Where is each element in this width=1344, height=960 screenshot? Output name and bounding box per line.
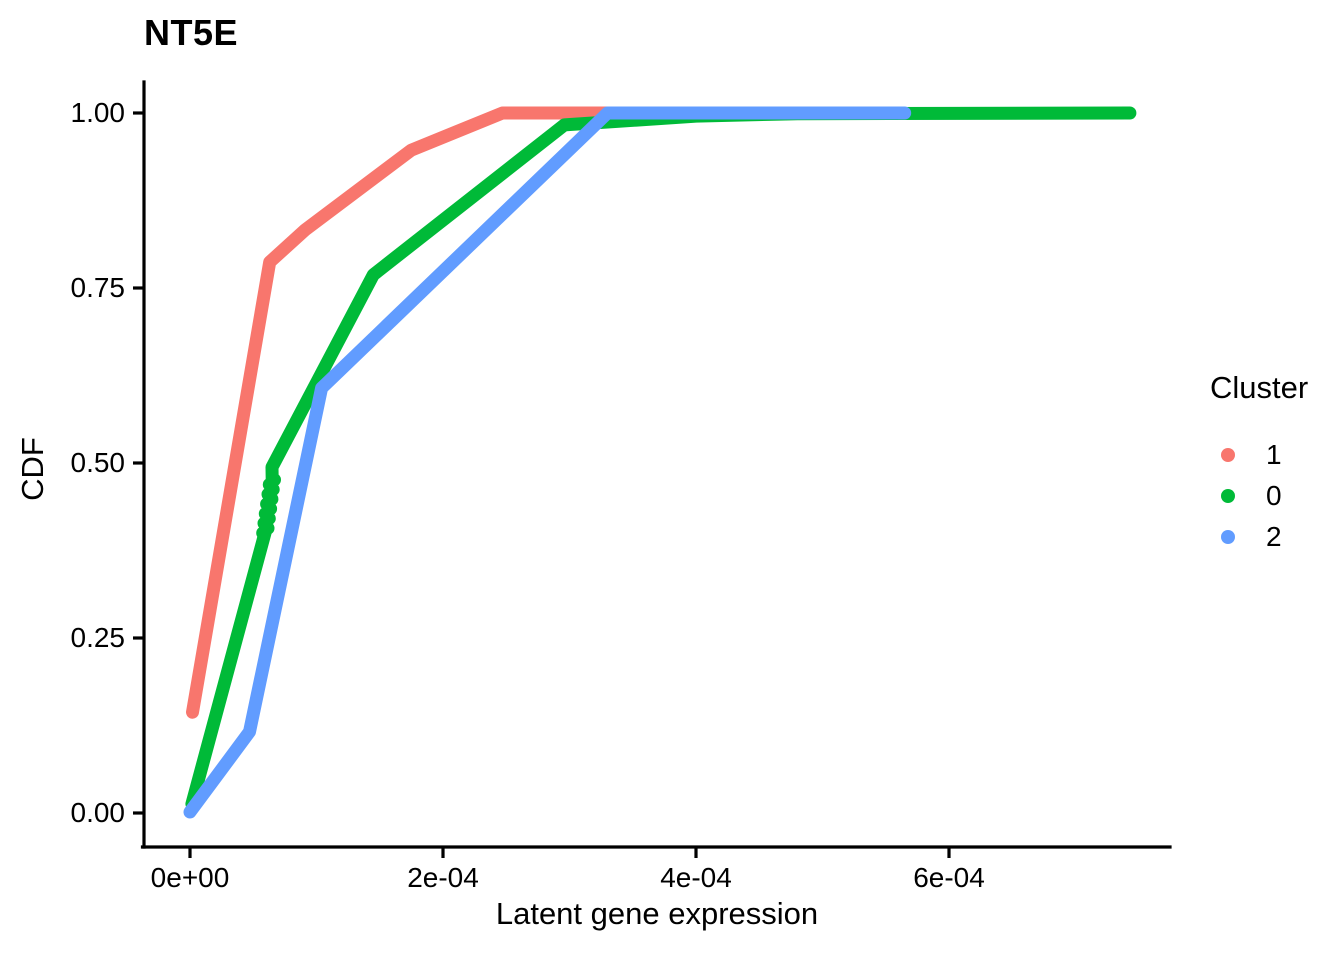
x-tick-marks: [188, 847, 951, 858]
legend: Cluster 1 0 2: [1206, 370, 1308, 557]
y-axis-title: CDF: [15, 437, 50, 501]
y-tick-label: 0.75: [70, 272, 126, 303]
axes: [140, 80, 1172, 849]
series-line-cluster-2: [183, 106, 912, 819]
legend-dot-icon: [1221, 447, 1235, 462]
legend-item-label: 0: [1266, 479, 1282, 511]
overplot-dot: [267, 473, 281, 487]
legend-dot-icon: [1221, 529, 1235, 544]
legend-item-cluster-1: 1: [1206, 434, 1308, 475]
x-tick-label: 6e-04: [913, 862, 985, 893]
legend-item-cluster-0: 0: [1206, 475, 1308, 516]
series-curves: [183, 106, 1137, 819]
legend-dot-icon: [1221, 488, 1235, 503]
x-tick-label: 4e-04: [660, 862, 732, 893]
legend-title: Cluster: [1210, 370, 1309, 405]
legend-item-label: 1: [1266, 438, 1282, 470]
chart-title: NT5E: [144, 12, 239, 53]
y-tick-label: 1.00: [70, 97, 126, 128]
y-tick-label: 0.50: [70, 447, 126, 478]
y-tick-label: 0.00: [70, 797, 126, 828]
legend-item-label: 2: [1266, 520, 1282, 552]
x-axis-title: Latent gene expression: [495, 896, 819, 931]
x-tick-label: 2e-04: [407, 862, 479, 893]
series-line-cluster-1: [186, 106, 614, 719]
y-tick-marks: [133, 111, 144, 815]
y-tick-label: 0.25: [70, 622, 126, 653]
legend-item-cluster-2: 2: [1206, 516, 1308, 557]
x-tick-label: 0e+00: [150, 862, 230, 893]
